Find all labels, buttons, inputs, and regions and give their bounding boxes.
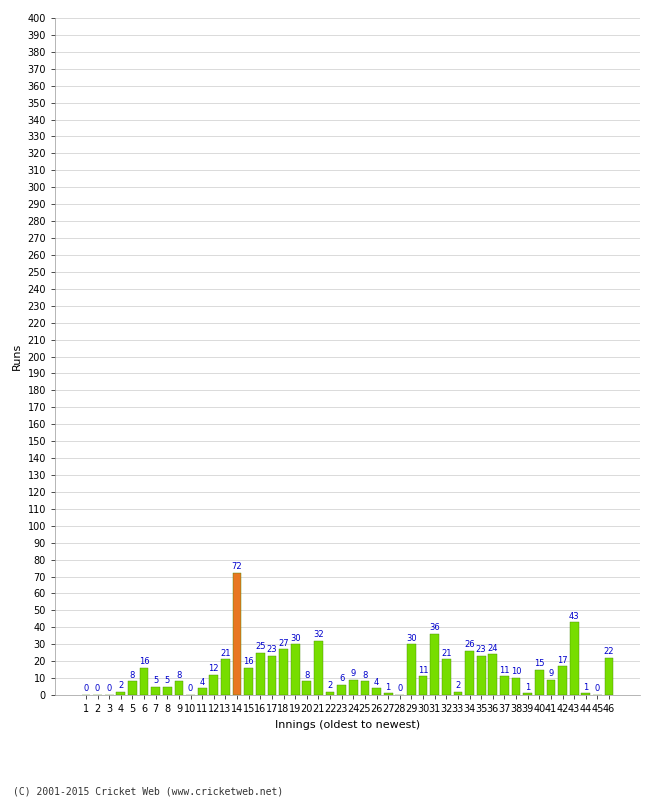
- Bar: [582, 694, 590, 695]
- Text: 23: 23: [266, 646, 278, 654]
- Text: 5: 5: [153, 676, 159, 685]
- Text: 21: 21: [441, 649, 452, 658]
- Bar: [558, 666, 567, 695]
- Bar: [465, 651, 474, 695]
- Bar: [233, 573, 241, 695]
- Bar: [488, 654, 497, 695]
- Text: 0: 0: [83, 684, 88, 694]
- Text: 12: 12: [209, 664, 219, 673]
- Bar: [175, 682, 183, 695]
- Text: (C) 2001-2015 Cricket Web (www.cricketweb.net): (C) 2001-2015 Cricket Web (www.cricketwe…: [13, 786, 283, 796]
- Text: 72: 72: [232, 562, 242, 571]
- Text: 32: 32: [313, 630, 324, 639]
- Text: 16: 16: [243, 658, 254, 666]
- Bar: [163, 686, 172, 695]
- Text: 36: 36: [429, 623, 440, 632]
- Text: 1: 1: [525, 682, 530, 692]
- Bar: [604, 658, 614, 695]
- Text: 8: 8: [176, 670, 181, 680]
- Text: 24: 24: [488, 644, 498, 653]
- Bar: [291, 644, 300, 695]
- Bar: [430, 634, 439, 695]
- Text: 21: 21: [220, 649, 231, 658]
- Text: 0: 0: [107, 684, 112, 694]
- Text: 15: 15: [534, 659, 545, 668]
- Bar: [547, 680, 555, 695]
- Bar: [500, 676, 509, 695]
- Text: 25: 25: [255, 642, 266, 651]
- Bar: [314, 641, 323, 695]
- Bar: [349, 680, 358, 695]
- Bar: [221, 659, 230, 695]
- Text: 0: 0: [95, 684, 100, 694]
- Text: 0: 0: [397, 684, 402, 694]
- Text: 5: 5: [164, 676, 170, 685]
- Bar: [326, 692, 334, 695]
- Text: 9: 9: [549, 669, 554, 678]
- Bar: [372, 688, 381, 695]
- Bar: [477, 656, 486, 695]
- Text: 22: 22: [604, 647, 614, 656]
- Text: 8: 8: [130, 670, 135, 680]
- Bar: [244, 668, 253, 695]
- Text: 43: 43: [569, 611, 580, 621]
- Text: 6: 6: [339, 674, 344, 683]
- Bar: [384, 694, 393, 695]
- Bar: [512, 678, 521, 695]
- Bar: [198, 688, 207, 695]
- Bar: [302, 682, 311, 695]
- Text: 11: 11: [418, 666, 428, 674]
- Bar: [442, 659, 450, 695]
- Bar: [523, 694, 532, 695]
- Text: 1: 1: [583, 682, 588, 692]
- Bar: [116, 692, 125, 695]
- Text: 8: 8: [362, 670, 368, 680]
- Bar: [209, 674, 218, 695]
- Text: 8: 8: [304, 670, 309, 680]
- Bar: [361, 682, 369, 695]
- Bar: [151, 686, 160, 695]
- Text: 0: 0: [595, 684, 600, 694]
- Y-axis label: Runs: Runs: [12, 343, 22, 370]
- X-axis label: Innings (oldest to newest): Innings (oldest to newest): [275, 719, 420, 730]
- Text: 27: 27: [278, 638, 289, 648]
- Text: 16: 16: [138, 658, 150, 666]
- Bar: [337, 685, 346, 695]
- Bar: [454, 692, 462, 695]
- Bar: [280, 650, 288, 695]
- Text: 2: 2: [118, 681, 124, 690]
- Text: 0: 0: [188, 684, 193, 694]
- Text: 2: 2: [455, 681, 461, 690]
- Bar: [570, 622, 578, 695]
- Text: 23: 23: [476, 646, 486, 654]
- Text: 4: 4: [374, 678, 379, 686]
- Bar: [256, 653, 265, 695]
- Text: 9: 9: [351, 669, 356, 678]
- Text: 26: 26: [464, 640, 475, 650]
- Bar: [419, 676, 428, 695]
- Text: 10: 10: [511, 667, 521, 676]
- Text: 30: 30: [406, 634, 417, 642]
- Text: 4: 4: [200, 678, 205, 686]
- Bar: [535, 670, 543, 695]
- Bar: [128, 682, 136, 695]
- Text: 2: 2: [328, 681, 333, 690]
- Text: 1: 1: [385, 682, 391, 692]
- Bar: [140, 668, 148, 695]
- Text: 30: 30: [290, 634, 300, 642]
- Bar: [407, 644, 416, 695]
- Text: 17: 17: [557, 655, 568, 665]
- Bar: [268, 656, 276, 695]
- Text: 11: 11: [499, 666, 510, 674]
